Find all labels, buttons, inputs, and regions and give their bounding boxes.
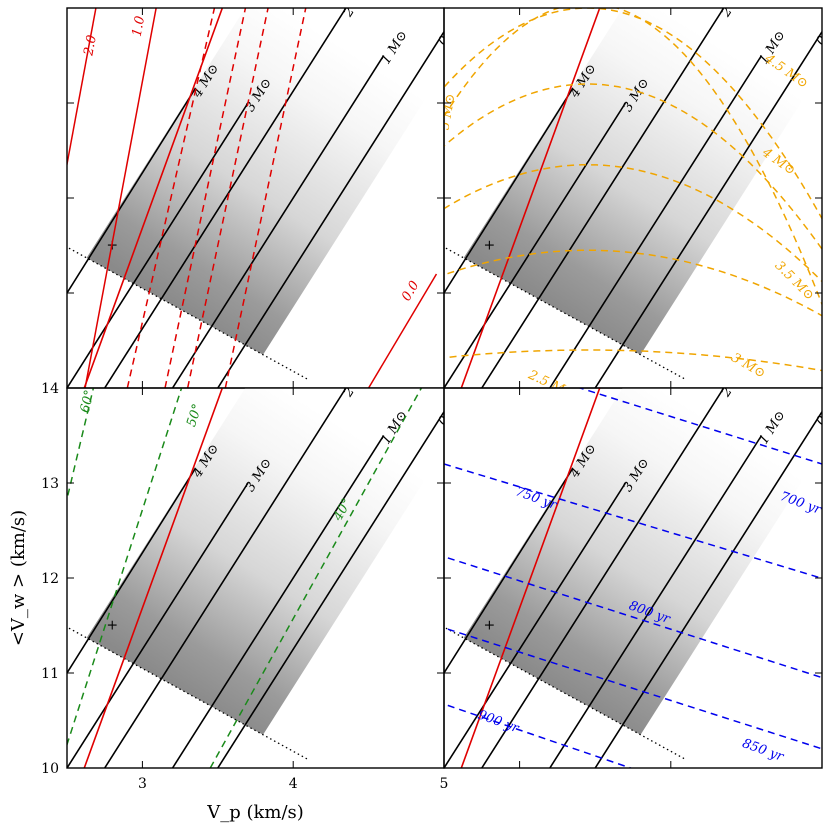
contour-line xyxy=(186,8,269,388)
red-fit-line xyxy=(83,8,224,388)
contour-label: 2.0 xyxy=(81,34,100,58)
mass-track-line xyxy=(67,102,249,388)
mass-track-line xyxy=(104,8,347,388)
mass-track-line xyxy=(217,411,444,768)
contour-label: 850 yr xyxy=(740,736,786,765)
mass-track-line xyxy=(67,482,249,768)
shaded-region xyxy=(86,8,444,355)
contour-line xyxy=(367,273,438,388)
contour-label: 3 M⊙ xyxy=(729,350,768,381)
contour-label: 50° xyxy=(184,402,205,429)
contour-label: 60° xyxy=(78,388,98,414)
panel-top-left: 4 M⊙3 M⊙2 M⊙1 M⊙0.6 M⊙+2.01.00.0 xyxy=(66,7,445,389)
mass-track-line xyxy=(594,31,822,388)
mass-track-line xyxy=(481,388,725,768)
contour-line xyxy=(67,388,183,747)
contour-line xyxy=(444,349,822,372)
x-axis-label: V_p (km/s) xyxy=(206,802,304,823)
mass-track-line xyxy=(217,31,444,388)
y-tick-label: 14 xyxy=(41,381,59,397)
contour-line xyxy=(67,8,97,169)
y-tick-label: 11 xyxy=(41,666,59,682)
x-tick-label: 4 xyxy=(289,776,298,792)
dotted-lower-edge xyxy=(67,626,309,761)
point-marker: + xyxy=(483,618,495,634)
mass-track-line xyxy=(594,411,822,768)
contour-label: 750 yr xyxy=(513,484,559,513)
red-fit-line xyxy=(460,8,601,388)
mass-track-line xyxy=(444,468,574,674)
contour-label: 1.0 xyxy=(130,15,149,38)
contour-line xyxy=(444,555,822,679)
mass-track-line xyxy=(171,55,385,388)
mass-track-line xyxy=(104,388,347,768)
contour-line xyxy=(126,8,216,388)
shaded-region xyxy=(86,388,444,735)
contour-line xyxy=(444,249,822,317)
point-marker: + xyxy=(483,238,495,254)
panel-top-right: 4 M⊙3 M⊙2 M⊙1 M⊙0.6 M⊙+5 M⊙4.5 M⊙4 M⊙3.5… xyxy=(438,7,823,402)
x-tick-label: 3 xyxy=(138,776,147,792)
shaded-region xyxy=(463,388,822,735)
y-tick-label: 13 xyxy=(41,476,59,492)
dotted-lower-edge xyxy=(444,626,687,761)
red-fit-line xyxy=(83,388,224,768)
contour-label: 5 M⊙ xyxy=(438,93,459,132)
contour-line xyxy=(444,164,822,283)
y-tick-label: 12 xyxy=(41,571,59,587)
y-tick-label: 10 xyxy=(41,761,59,777)
contour-label: 2.5 M⊙ xyxy=(525,367,577,402)
mass-track-line xyxy=(444,88,574,294)
contour-label: 900 yr xyxy=(476,708,522,737)
contour-line xyxy=(84,8,157,388)
dotted-lower-edge xyxy=(444,246,687,381)
y-axis-label: <V_w > (km/s) xyxy=(8,510,29,646)
contour-line xyxy=(67,388,95,503)
panel-bottom-left: 4 M⊙ 3 M⊙2 M⊙1 M⊙ 0.6 M⊙+60°50°40° xyxy=(66,387,445,769)
contour-line xyxy=(444,8,822,307)
x-tick-label: 5 xyxy=(440,776,449,792)
red-fit-line xyxy=(460,388,601,768)
contour-line xyxy=(577,388,822,465)
contour-line xyxy=(444,627,822,750)
contour-label: 0.0 xyxy=(399,278,422,303)
contour-line xyxy=(224,8,307,388)
mass-track-line xyxy=(481,8,725,388)
contour-line xyxy=(209,388,423,768)
mass-track-line xyxy=(67,468,196,674)
contour-label: 3.5 M⊙ xyxy=(772,258,817,303)
contour-line xyxy=(164,8,247,388)
shaded-region xyxy=(463,8,822,355)
mass-track-line xyxy=(171,435,385,768)
mass-track-line xyxy=(549,55,763,388)
dotted-lower-edge xyxy=(67,246,309,381)
mass-track-line xyxy=(444,482,627,768)
point-marker: + xyxy=(106,618,118,634)
mass-track-line xyxy=(67,88,196,294)
mass-track-line xyxy=(549,435,763,768)
contour-label: 700 yr xyxy=(778,489,824,518)
mass-track-line xyxy=(444,102,627,388)
